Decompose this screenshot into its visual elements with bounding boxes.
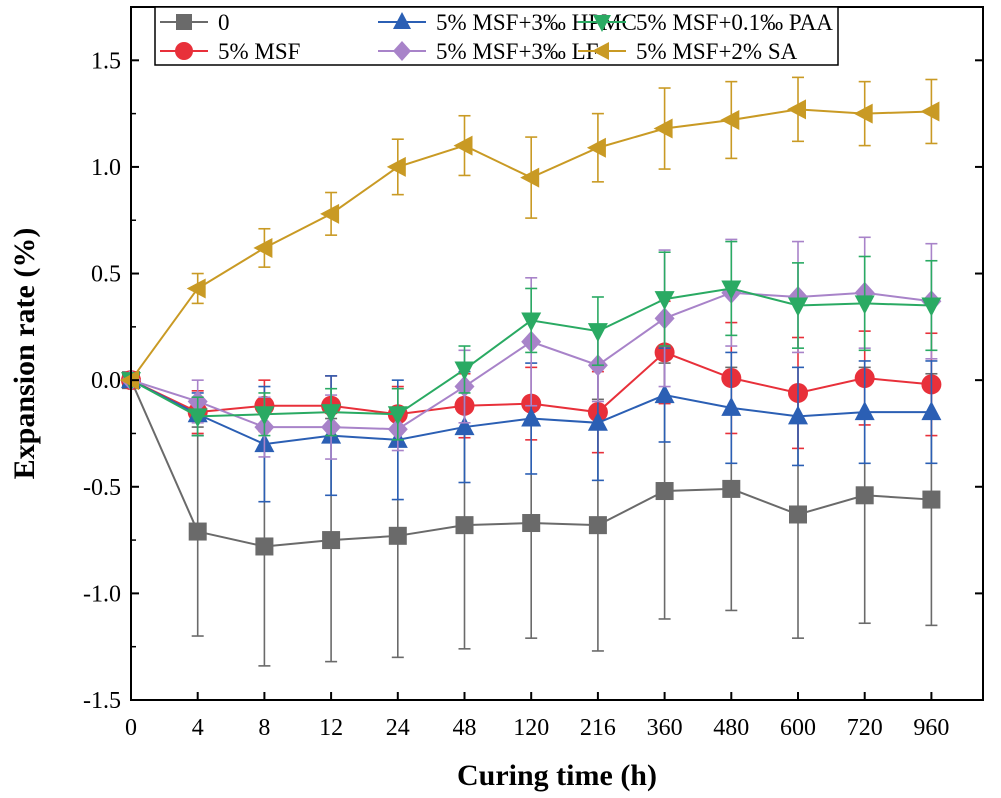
x-tick-label: 0 — [125, 715, 137, 741]
data-point — [454, 416, 475, 436]
data-point — [853, 103, 873, 124]
legend-marker — [393, 41, 411, 61]
x-axis-title: Curing time (h) — [457, 759, 657, 792]
data-point — [720, 110, 740, 131]
y-tick-label: 1.0 — [91, 155, 121, 181]
plot-frame — [130, 6, 984, 701]
legend-box — [154, 6, 839, 66]
data-point — [920, 101, 940, 122]
data-point — [454, 361, 475, 381]
y-tick-label: -1.5 — [83, 688, 121, 714]
data-point — [453, 135, 473, 156]
data-point — [520, 167, 540, 188]
data-point — [586, 137, 606, 158]
x-tick-label: 960 — [913, 715, 949, 741]
x-tick-label: 4 — [192, 715, 204, 741]
data-point — [253, 237, 273, 258]
legend-marker — [593, 15, 611, 32]
legend-item: 5% MSF+2% SA — [578, 39, 798, 64]
data-point — [588, 516, 607, 535]
data-point — [587, 323, 608, 343]
data-point — [321, 404, 342, 424]
data-point — [254, 406, 275, 426]
legend-label: 0 — [218, 10, 230, 35]
data-point — [186, 278, 206, 299]
axes: -1.5-1.0-0.50.00.51.01.50 4 8 12 24 48 120 216 3… — [83, 48, 983, 741]
data-point — [655, 482, 674, 501]
series-4 — [121, 240, 942, 441]
data-point — [922, 490, 941, 509]
y-tick-label: -0.5 — [83, 475, 121, 501]
legend-label: 5% MSF — [218, 39, 300, 64]
y-tick-label: 0.5 — [91, 262, 121, 288]
legend-label: 5% MSF+0.1‰ PAA — [636, 10, 833, 35]
series-5 — [120, 76, 940, 391]
data-point — [721, 280, 742, 300]
legend-item: 5% MSF+0.1‰ PAA — [578, 10, 833, 35]
data-point — [386, 156, 406, 177]
data-point — [721, 396, 742, 416]
legend-item: 5% MSF+3‰ LF — [378, 39, 599, 64]
x-tick-label: 480 — [713, 715, 749, 741]
legend-label: 5% MSF+2% SA — [636, 39, 798, 64]
data-point — [120, 370, 139, 391]
data-point — [722, 479, 741, 498]
plot-area — [120, 76, 942, 667]
x-tick-label: 720 — [847, 715, 883, 741]
data-point — [522, 514, 541, 533]
y-tick-label: 1.5 — [91, 48, 121, 74]
data-point — [388, 526, 407, 545]
x-tick-label: 360 — [647, 715, 683, 741]
x-tick-label: 600 — [780, 715, 816, 741]
legend-item: 5% MSF — [160, 39, 300, 64]
data-point — [654, 384, 675, 404]
x-tick-label: 8 — [258, 715, 270, 741]
data-point — [788, 297, 808, 317]
data-point — [188, 522, 207, 541]
data-point — [387, 406, 408, 426]
data-point — [322, 531, 341, 550]
legend-item: 0 — [160, 10, 230, 35]
data-point — [654, 291, 675, 311]
x-tick-label: 120 — [513, 715, 549, 741]
y-axis-title: Expansion rate (%) — [8, 228, 41, 480]
data-point — [187, 408, 208, 428]
data-point — [854, 295, 875, 315]
data-point — [455, 516, 474, 535]
x-tick-label: 12 — [319, 715, 343, 741]
data-point — [921, 297, 942, 317]
data-point — [789, 505, 807, 524]
x-tick-label: 48 — [453, 715, 477, 741]
legend-marker — [175, 42, 193, 60]
data-point — [855, 486, 874, 505]
legend-marker — [393, 12, 411, 29]
y-tick-label: 0.0 — [91, 368, 121, 394]
x-tick-label: 216 — [580, 715, 616, 741]
data-point — [521, 407, 542, 427]
data-point — [787, 99, 806, 120]
data-point — [255, 537, 274, 556]
y-tick-label: -1.0 — [83, 581, 121, 607]
data-point — [788, 405, 808, 425]
data-point — [320, 203, 340, 224]
legend-marker — [176, 14, 192, 30]
data-point — [854, 401, 875, 421]
legend-label: 5% MSF+3‰ LF — [436, 39, 599, 64]
data-point — [653, 118, 673, 139]
x-tick-label: 24 — [386, 715, 410, 741]
legend-marker — [592, 42, 609, 60]
data-point — [921, 401, 942, 421]
data-point — [521, 312, 542, 332]
data-point — [587, 411, 608, 431]
